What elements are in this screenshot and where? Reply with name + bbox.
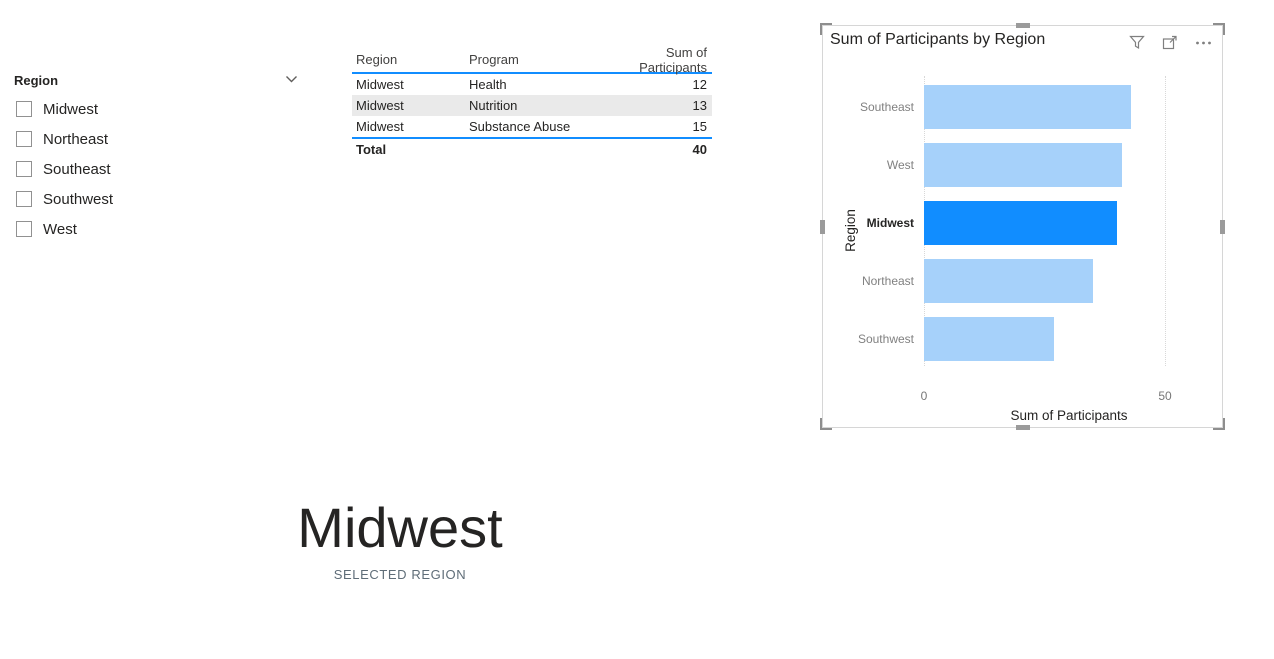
cell-program: Health bbox=[469, 77, 507, 92]
table-row[interactable]: Midwest Nutrition 13 bbox=[352, 95, 712, 116]
selection-corner-top-left[interactable] bbox=[820, 23, 832, 35]
resize-handle-bottom[interactable] bbox=[1016, 425, 1030, 430]
slicer-item-midwest[interactable]: Midwest bbox=[14, 94, 298, 124]
category-label-west: West bbox=[886, 158, 914, 172]
table-row[interactable]: Midwest Substance Abuse 15 bbox=[352, 116, 712, 137]
x-axis-title: Sum of Participants bbox=[1010, 408, 1128, 423]
filter-icon[interactable] bbox=[1129, 35, 1145, 50]
slicer-item-label: Southwest bbox=[43, 190, 114, 208]
slicer-item-southwest[interactable]: Southwest bbox=[14, 184, 298, 214]
slicer-header: Region bbox=[14, 72, 298, 88]
resize-handle-top[interactable] bbox=[1016, 23, 1030, 28]
category-label-northeast: Northeast bbox=[861, 274, 914, 288]
slicer-item-southeast[interactable]: Southeast bbox=[14, 154, 298, 184]
bar-southeast[interactable] bbox=[924, 85, 1132, 129]
cell-program: Substance Abuse bbox=[469, 119, 571, 134]
cell-region: Midwest bbox=[356, 119, 404, 134]
category-label-midwest: Midwest bbox=[866, 216, 914, 230]
selection-corner-bottom-left[interactable] bbox=[820, 418, 832, 430]
region-slicer: Region Midwest Northeast Southeast South… bbox=[14, 72, 298, 244]
slicer-item-list: Midwest Northeast Southeast Southwest We… bbox=[14, 94, 298, 244]
column-header-program[interactable]: Program bbox=[469, 52, 519, 67]
cell-value: 13 bbox=[692, 98, 707, 113]
cell-program: Nutrition bbox=[469, 98, 518, 113]
participants-table: Region Program Sum of Participants Midwe… bbox=[352, 44, 712, 159]
column-header-sum[interactable]: Sum of Participants bbox=[639, 44, 707, 75]
bar-midwest[interactable] bbox=[924, 201, 1117, 245]
slicer-item-northeast[interactable]: Northeast bbox=[14, 124, 298, 154]
cell-value: 15 bbox=[692, 119, 707, 134]
resize-handle-left[interactable] bbox=[820, 220, 825, 234]
selection-corner-top-right[interactable] bbox=[1213, 23, 1225, 35]
slicer-item-label: West bbox=[43, 220, 77, 238]
slicer-title: Region bbox=[14, 72, 59, 88]
table-row[interactable]: Midwest Health 12 bbox=[352, 74, 712, 95]
category-label-southeast: Southeast bbox=[859, 100, 914, 114]
bar-southwest[interactable] bbox=[924, 317, 1055, 361]
cell-value: 12 bbox=[692, 77, 707, 92]
chart-title: Sum of Participants by Region bbox=[830, 31, 1046, 48]
bar-chart-visual[interactable]: Sum of Participants by Region 0 50 Southea… bbox=[820, 23, 1225, 430]
bar-northeast[interactable] bbox=[924, 259, 1093, 303]
resize-handle-right[interactable] bbox=[1220, 220, 1225, 234]
slicer-item-label: Midwest bbox=[43, 100, 99, 118]
cell-region: Midwest bbox=[356, 98, 404, 113]
focus-mode-icon[interactable] bbox=[1162, 35, 1178, 50]
checkbox-southeast[interactable] bbox=[16, 161, 32, 177]
checkbox-northeast[interactable] bbox=[16, 131, 32, 147]
slicer-item-label: Northeast bbox=[43, 130, 109, 148]
table-total-row: Total 40 bbox=[352, 137, 712, 159]
checkbox-southwest[interactable] bbox=[16, 191, 32, 207]
checkbox-midwest[interactable] bbox=[16, 101, 32, 117]
x-tick-label: 0 bbox=[920, 389, 928, 403]
column-header-region[interactable]: Region bbox=[356, 52, 398, 67]
bar-west[interactable] bbox=[924, 143, 1122, 187]
total-label: Total bbox=[356, 141, 387, 157]
cell-region: Midwest bbox=[356, 77, 404, 92]
chevron-down-icon[interactable] bbox=[285, 71, 298, 89]
slicer-item-label: Southeast bbox=[43, 160, 111, 178]
x-tick-label: 50 bbox=[1158, 389, 1172, 403]
more-options-icon[interactable] bbox=[1195, 35, 1212, 50]
card-value: Midwest bbox=[297, 496, 503, 559]
visual-toolbar bbox=[1129, 35, 1212, 50]
category-label-southwest: Southwest bbox=[857, 332, 914, 346]
selected-region-card[interactable]: Midwest SELECTED REGION bbox=[150, 496, 650, 583]
card-label: SELECTED REGION bbox=[333, 567, 467, 582]
slicer-item-west[interactable]: West bbox=[14, 214, 298, 244]
y-axis-title: Region bbox=[842, 209, 858, 252]
selection-corner-bottom-right[interactable] bbox=[1213, 418, 1225, 430]
table-header-row: Region Program Sum of Participants bbox=[352, 44, 712, 75]
checkbox-west[interactable] bbox=[16, 221, 32, 237]
total-value: 40 bbox=[692, 141, 707, 157]
gridline bbox=[1165, 76, 1166, 366]
